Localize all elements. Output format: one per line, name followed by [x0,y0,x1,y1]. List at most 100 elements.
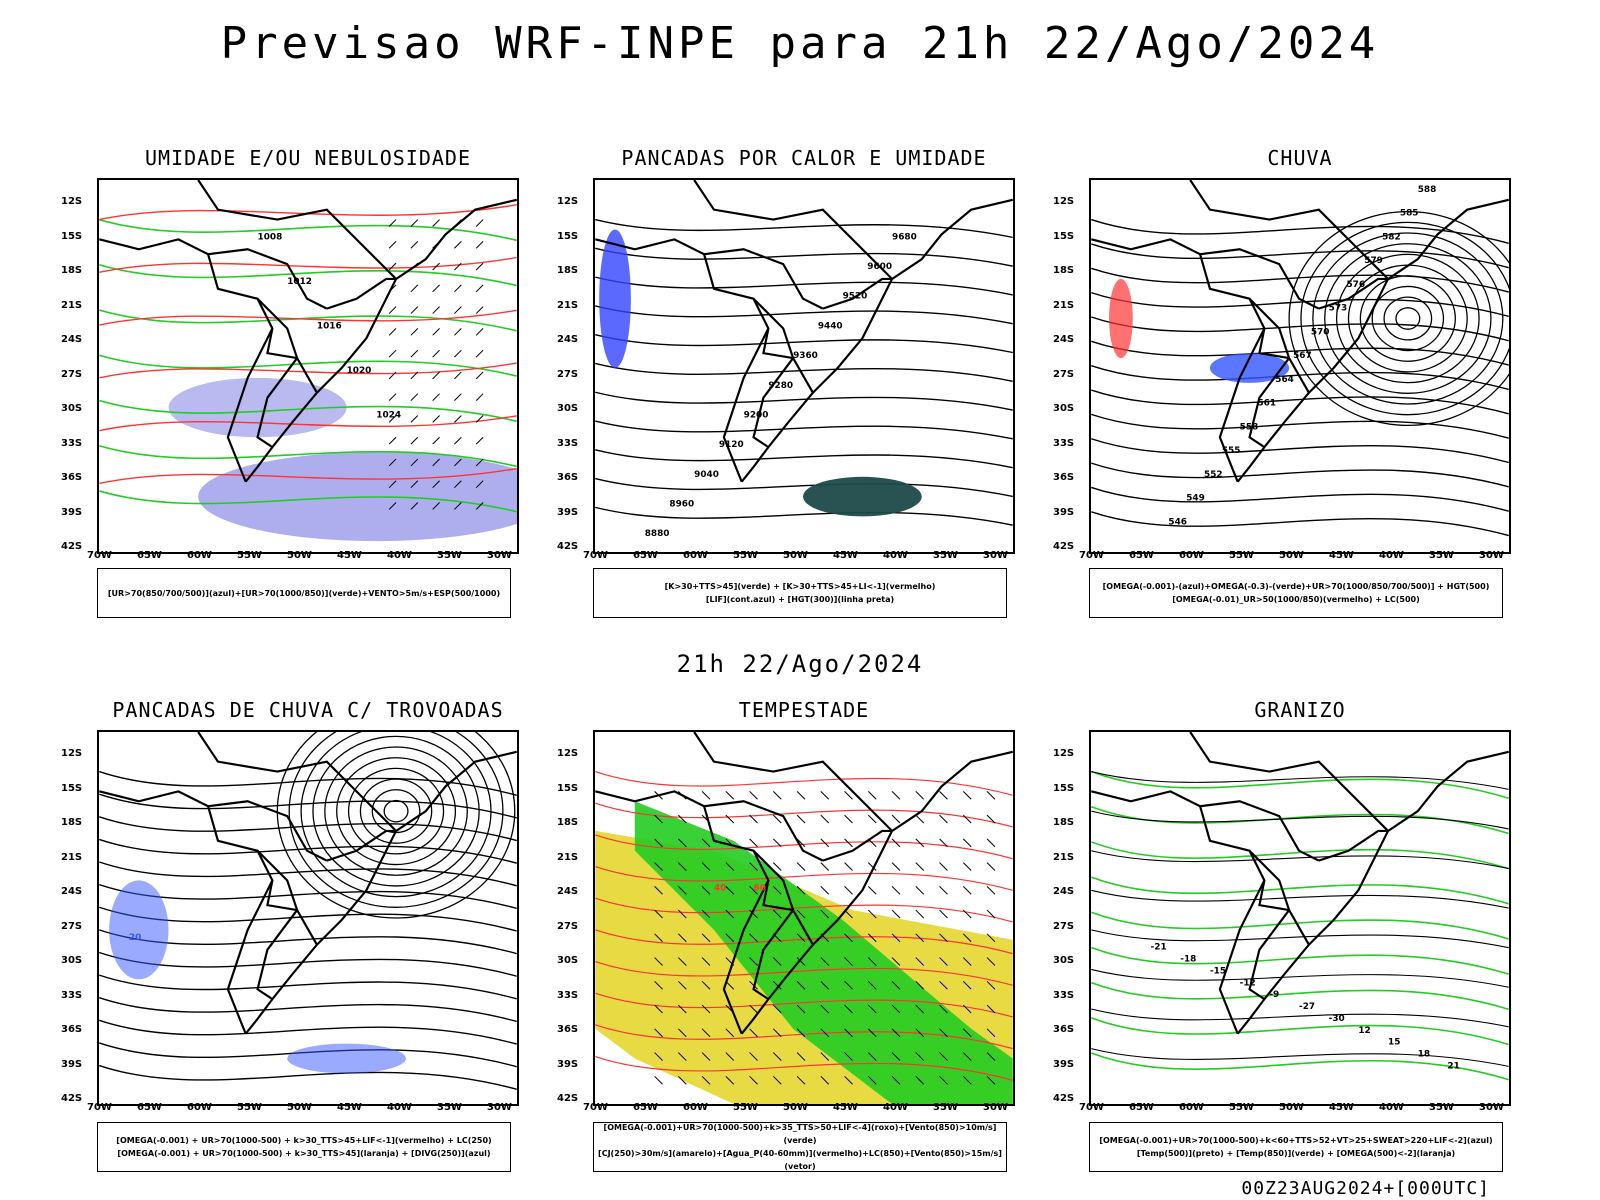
latitude-label: 27S [61,920,83,932]
longitude-label: 60W [1179,550,1204,561]
longitude-label: 35W [1429,550,1454,561]
contour-label: 8960 [669,499,694,509]
panel-title: GRANIZO [1254,698,1346,722]
contour-label: -18 [1180,955,1196,965]
latitude-label: 12S [1053,748,1075,759]
contour-label: 9440 [818,321,843,331]
longitude-label: 35W [933,550,958,561]
latitude-label: 42S [61,541,83,552]
latitude-label: 21S [1053,299,1075,311]
latitude-label: 36S [557,472,579,483]
forecast-map: 588 585 582 579 576 573 570 567 564 561 558 555 552 5… [1089,178,1511,554]
legend-line: [OMEGA(-0.001) + UR>70(1000-500) + k>30_… [116,1136,492,1145]
latitude-label: 21S [61,851,83,863]
panel-title: UMIDADE E/OU NEBULOSIDADE [144,146,472,170]
longitude-label: 60W [187,1102,212,1113]
longitude-label: 65W [1129,550,1154,561]
legend-line: [OMEGA(-0.001)-(azul)+OMEGA(-0.3)-(verde… [1102,582,1490,591]
longitude-label: 55W [237,1102,262,1113]
latitude-label: 39S [557,506,579,518]
longitude-label: 45W [833,550,858,561]
latitude-label: 42S [1053,541,1075,552]
panel-legend: [OMEGA(-0.001)+UR>70(1000-500)+k>35_TTS>… [593,1122,1007,1172]
panel-legend: [OMEGA(-0.001)+UR>70(1000-500)+k<60+TTS>… [1089,1122,1503,1172]
longitude-label: 70W [583,1102,608,1113]
latitude-label: 24S [1053,886,1075,897]
latitude-label: 21S [1053,851,1075,863]
longitude-label: 55W [1229,1102,1254,1113]
latitude-label: 30S [61,403,83,414]
longitude-label: 65W [137,550,162,561]
latitude-label: 33S [557,989,579,1001]
latitude-label: 27S [1053,368,1075,380]
longitude-label: 45W [833,1102,858,1113]
latitude-label: 15S [557,782,579,794]
latitude-label: 39S [1053,506,1075,518]
longitude-label: 55W [1229,550,1254,561]
latitude-label: 18S [61,817,83,828]
contour-label: -27 [1299,1002,1315,1012]
contour-label: 546 [1168,517,1187,527]
latitude-label: 15S [1053,782,1075,794]
legend-line: [OMEGA(-0.001)+UR>70(1000-500)+k<60+TTS>… [1099,1136,1493,1145]
latitude-label: 30S [61,955,83,966]
contour-label: 9680 [892,232,917,242]
latitude-label: 15S [1053,230,1075,242]
contour-label: 9200 [744,410,769,420]
legend-line: [K>30+TTS>45](verde) + [K>30+TTS>45+LI<-… [664,582,936,591]
map-canvas: 20 [99,732,517,1090]
run-time-label: 00Z23AUG2024+[000UTC] [1241,1178,1490,1199]
latitude-label: 15S [61,230,83,242]
latitude-label: 18S [1053,265,1075,276]
latitude-label: 21S [557,299,579,311]
contour-label: 579 [1364,256,1383,266]
longitude-label: 30W [487,550,512,561]
latitude-label: 30S [1053,955,1075,966]
contour-label: 588 [1418,185,1437,195]
panel-title: TEMPESTADE [738,698,870,722]
panel-title: PANCADAS DE CHUVA C/ TROVOADAS [112,698,504,722]
longitude-label: 65W [137,1102,162,1113]
latitude-label: 12S [1053,196,1075,207]
longitude-label: 65W [633,1102,658,1113]
latitude-label: 42S [1053,1093,1075,1104]
longitude-label: 40W [883,1102,908,1113]
main-title: Previsao WRF-INPE para 21h 22/Ago/2024 [220,18,1380,69]
forecast-map: -21 -18 -15 -12 -9 -27 -30 12 15 18 21 [1089,730,1511,1106]
longitude-label: 30W [1479,550,1504,561]
contour-label: 1008 [258,232,283,242]
forecast-map: 1008 1012 1016 1020 1024 [97,178,519,554]
latitude-label: 27S [557,368,579,380]
contour-label: 552 [1204,470,1223,480]
longitude-label: 30W [1479,1102,1504,1113]
longitude-label: 45W [1329,1102,1354,1113]
longitude-label: 50W [1279,1102,1304,1113]
longitude-label: 50W [287,550,312,561]
contour-label: 9040 [694,470,719,480]
longitude-label: 70W [1079,1102,1104,1113]
longitude-label: 45W [337,1102,362,1113]
contour-label: 585 [1400,209,1419,219]
contour-label: -21 [1151,943,1167,953]
latitude-label: 39S [1053,1058,1075,1070]
forecast-map: 9680 9600 9520 9440 9360 9280 9200 9120 9040 8960… [593,178,1015,554]
panel-title: CHUVA [1267,146,1333,170]
contour-label: 60 [754,883,766,893]
contour-label: 9360 [793,351,818,361]
panel-legend: [OMEGA(-0.001)-(azul)+OMEGA(-0.3)-(verde… [1089,568,1503,618]
latitude-label: 33S [557,437,579,449]
panel-legend: [OMEGA(-0.001) + UR>70(1000-500) + k>30_… [97,1122,511,1172]
longitude-label: 65W [633,550,658,561]
latitude-label: 12S [61,196,83,207]
longitude-label: 35W [437,1102,462,1113]
latitude-label: 39S [61,1058,83,1070]
latitude-label: 42S [557,541,579,552]
longitude-label: 50W [1279,550,1304,561]
latitude-label: 27S [557,920,579,932]
map-canvas: 40 60 [595,732,1013,1104]
longitude-label: 60W [1179,1102,1204,1113]
legend-line: [OMEGA(-0.01)_UR>50(1000/850)(vermelho) … [1172,595,1420,604]
latitude-label: 33S [61,989,83,1001]
latitude-label: 12S [61,748,83,759]
latitude-label: 36S [1053,1024,1075,1035]
